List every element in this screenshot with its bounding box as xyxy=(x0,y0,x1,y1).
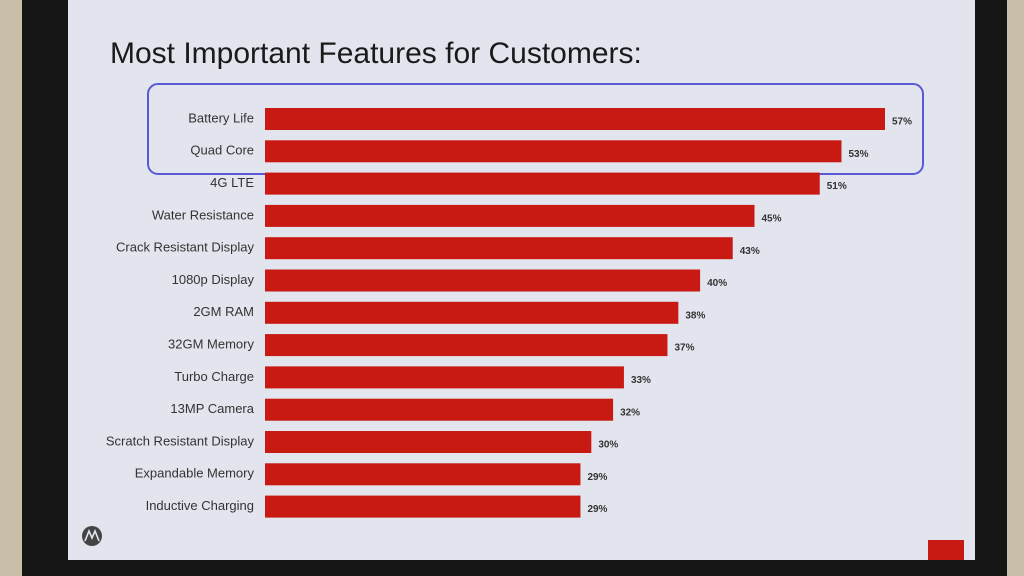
category-label: 1080p Display xyxy=(172,272,255,287)
category-label: 4G LTE xyxy=(210,175,254,190)
category-label: Battery Life xyxy=(188,110,254,125)
value-label: 29% xyxy=(587,504,607,515)
category-label: 13MP Camera xyxy=(170,401,254,416)
bar xyxy=(265,495,581,518)
value-label: 29% xyxy=(587,472,607,483)
category-label: Quad Core xyxy=(190,143,254,158)
chart-title: Most Important Features for Customers: xyxy=(110,37,642,70)
value-label: 33% xyxy=(631,375,651,386)
bar xyxy=(265,301,679,324)
bar xyxy=(265,398,614,421)
category-label: Water Resistance xyxy=(152,207,254,222)
value-label: 53% xyxy=(848,149,868,160)
bar xyxy=(265,463,581,486)
bar xyxy=(265,334,668,357)
category-label: Crack Resistant Display xyxy=(116,240,254,255)
category-label: Inductive Charging xyxy=(146,498,254,513)
bar xyxy=(265,269,701,292)
value-label: 38% xyxy=(685,310,705,321)
category-label: 32GM Memory xyxy=(168,337,254,352)
value-label: 30% xyxy=(598,440,618,451)
bar xyxy=(265,172,820,195)
bar xyxy=(265,108,885,130)
bar xyxy=(265,140,842,163)
motorola-logo-mark xyxy=(84,528,100,542)
bar xyxy=(265,237,733,260)
value-label: 32% xyxy=(620,407,640,418)
value-label: 37% xyxy=(674,343,694,354)
category-label: Expandable Memory xyxy=(135,466,255,481)
bar xyxy=(265,366,624,389)
category-label: Turbo Charge xyxy=(174,369,254,384)
value-label: 43% xyxy=(740,246,760,257)
plot: Battery Life 57% Quad Core 53% 4G LTE 51% Wate… xyxy=(106,108,912,518)
verizon-logo xyxy=(928,540,964,560)
bar xyxy=(265,204,755,227)
value-label: 40% xyxy=(707,278,727,289)
bar xyxy=(265,431,592,453)
category-label: Scratch Resistant Display xyxy=(106,433,255,448)
category-label: 2GM RAM xyxy=(193,304,254,319)
value-label: 45% xyxy=(761,214,781,225)
value-label: 57% xyxy=(892,117,912,128)
value-label: 51% xyxy=(827,181,847,192)
